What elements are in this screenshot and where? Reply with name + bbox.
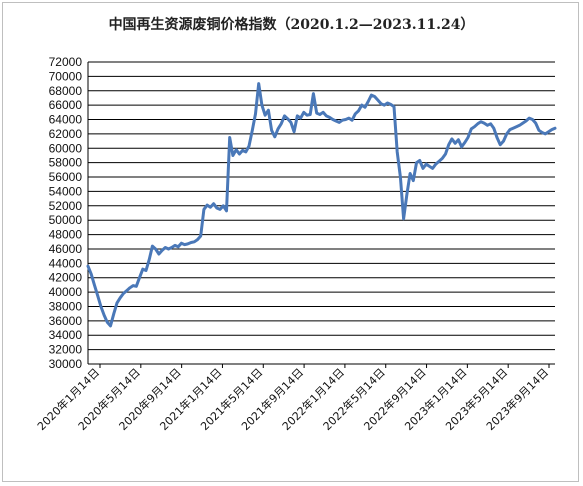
- y-axis: 3000032000340003600038000400004200044000…: [49, 55, 89, 371]
- x-axis: 2020年1月14日2020年5月14日2020年9月14日2021年1月14日…: [34, 364, 551, 433]
- y-tick-label: 40000: [49, 285, 83, 299]
- y-tick-label: 42000: [49, 271, 83, 285]
- y-tick-label: 44000: [49, 256, 83, 270]
- y-tick-label: 38000: [49, 299, 83, 313]
- y-tick-label: 72000: [49, 55, 83, 69]
- chart-frame: [2, 2, 579, 482]
- plot-area: [86, 82, 557, 328]
- y-tick-label: 68000: [49, 84, 83, 98]
- y-tick-label: 54000: [49, 184, 83, 198]
- y-tick-label: 52000: [49, 199, 83, 213]
- y-tick-label: 46000: [49, 242, 83, 256]
- y-tick-label: 50000: [49, 213, 83, 227]
- price-index-line: [86, 82, 557, 328]
- y-tick-label: 62000: [49, 127, 83, 141]
- chart-title: 中国再生资源废铜价格指数（2020.1.2—2023.11.24）: [108, 17, 475, 33]
- y-tick-label: 34000: [49, 328, 83, 342]
- y-tick-label: 30000: [49, 357, 83, 371]
- y-tick-label: 32000: [49, 343, 83, 357]
- y-tick-label: 66000: [49, 98, 83, 112]
- y-tick-label: 60000: [49, 141, 83, 155]
- y-tick-label: 56000: [49, 170, 83, 184]
- y-tick-label: 58000: [49, 156, 83, 170]
- y-tick-label: 36000: [49, 314, 83, 328]
- y-tick-label: 64000: [49, 113, 83, 127]
- y-tick-label: 48000: [49, 228, 83, 242]
- y-tick-label: 70000: [49, 69, 83, 83]
- gridlines: [88, 61, 555, 365]
